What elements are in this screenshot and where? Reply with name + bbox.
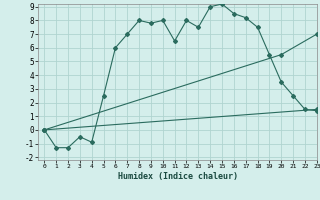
X-axis label: Humidex (Indice chaleur): Humidex (Indice chaleur) xyxy=(118,172,238,181)
